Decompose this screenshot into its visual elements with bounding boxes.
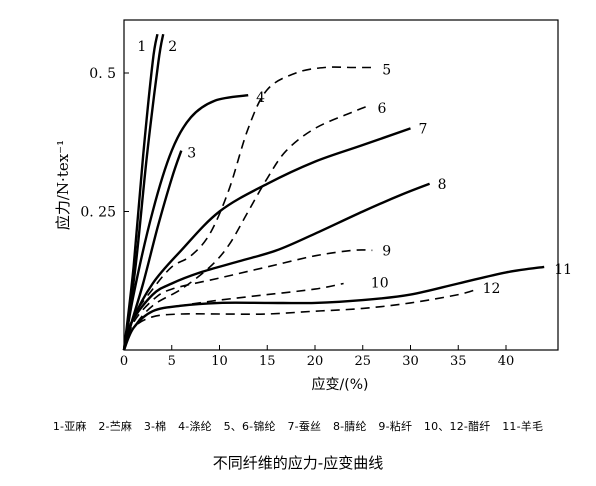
ticks-layer: 0 5 10 15 20 25 30 35 400. 250. 5 [80,66,514,369]
series-line-5 [123,66,373,351]
x-tick-label: 15 [259,354,276,369]
x-axis-label: 应变/(%) [312,376,369,393]
series-label-5: 5 [382,63,391,79]
x-tick-label: 30 [402,354,419,369]
series-line-2 [122,33,165,351]
series-line-9 [123,249,373,351]
series-label-1: 1 [137,39,146,55]
series-line-12 [123,288,478,351]
series-label-11: 11 [554,262,572,278]
series-label-3: 3 [187,146,196,162]
legend-item-7: 7-蚕丝 [287,420,322,433]
series-label-12: 12 [483,281,501,297]
series-label-7: 7 [419,121,428,137]
legend-item-5-6: 5、6-锦纶 [223,420,276,433]
series-label-6: 6 [378,101,387,117]
legend-item-2: 2-苎麻 [98,420,133,433]
series-label-8: 8 [438,177,447,193]
x-tick-label: 10 [211,354,228,369]
legend-item-4: 4-涤纶 [178,420,212,433]
x-tick-label: 0 [120,354,128,369]
x-tick-label: 40 [498,354,515,369]
series-line-7 [122,127,411,351]
legend-item-10-12: 10、12-醋纤 [423,420,491,433]
legend-item-11: 11-羊毛 [502,420,544,433]
legend-text-row: 1-亚麻 2-苎麻 3-棉 4-涤纶 5、6-锦纶 7-蚕丝 8-腈纶 9-粘纤… [0,418,596,434]
y-axis-label: 应力/N·tex⁻¹ [54,140,72,230]
series-label-10: 10 [371,276,389,292]
series-label-2: 2 [168,39,177,55]
legend-item-1: 1-亚麻 [52,420,87,433]
series-line-4 [122,94,249,351]
series-line-11 [122,265,545,351]
legend-item-9: 9-粘纤 [378,420,413,433]
chart-caption: 不同纤维的应力-应变曲线 [212,454,384,472]
y-tick-label: 0. 5 [89,66,116,82]
y-tick-label: 0. 25 [80,205,116,221]
series-line-6 [123,105,368,351]
series-label-9: 9 [382,243,391,259]
x-tick-label: 5 [168,354,176,369]
x-tick-label: 25 [354,354,371,369]
legend-item-8: 8-腈纶 [332,420,367,433]
series-line-10 [123,282,344,351]
series-line-8 [122,182,431,351]
plot-frame [123,19,559,351]
legend-item-3: 3-棉 [143,420,167,433]
x-tick-label: 20 [307,354,324,369]
x-tick-label: 35 [450,354,467,369]
